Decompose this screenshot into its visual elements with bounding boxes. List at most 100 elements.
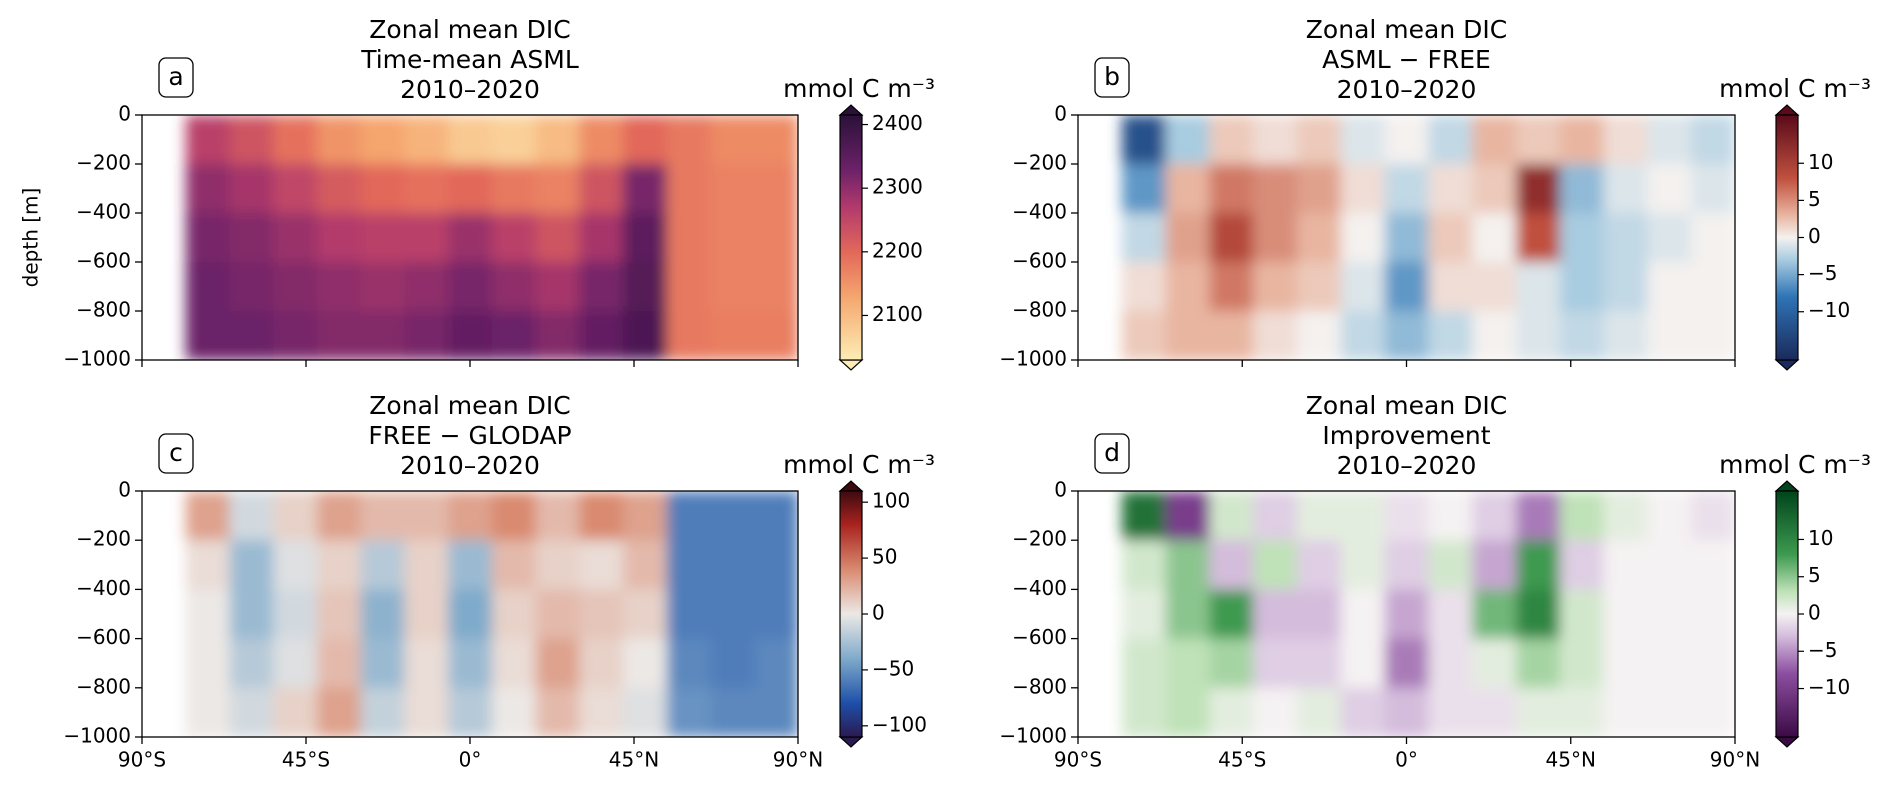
cell xyxy=(1428,262,1473,312)
x-tick-label: 90°N xyxy=(1710,748,1760,772)
cell xyxy=(1559,491,1605,541)
cell xyxy=(1472,311,1517,360)
y-tick-label: −800 xyxy=(76,674,131,698)
cell xyxy=(491,540,537,590)
cell xyxy=(1691,540,1735,590)
cell xyxy=(1297,638,1342,689)
colorbar-tick-label: −10 xyxy=(1808,298,1850,322)
colorbar-tick-label: 0 xyxy=(1808,224,1821,248)
cell xyxy=(1472,687,1517,737)
panel-label-box xyxy=(1094,57,1130,98)
cell xyxy=(1209,262,1254,312)
cell xyxy=(1340,687,1386,737)
cell xyxy=(448,540,493,590)
panel-title: 2010–2020 xyxy=(400,451,540,480)
cell xyxy=(535,262,580,312)
cell xyxy=(273,589,318,640)
cell xyxy=(579,589,624,640)
cell xyxy=(1384,213,1429,263)
cell xyxy=(1253,262,1298,312)
y-tick-label: −600 xyxy=(1012,625,1067,649)
cell xyxy=(1253,638,1298,689)
cell xyxy=(1340,262,1386,312)
panel-label-box xyxy=(158,433,194,474)
cell xyxy=(1603,491,1648,541)
cell xyxy=(666,638,712,689)
cell xyxy=(1691,687,1735,737)
y-tick-label: −1000 xyxy=(63,347,131,371)
cell xyxy=(1297,540,1342,590)
heatmap-field xyxy=(1121,491,1735,737)
cell xyxy=(185,638,230,689)
cell xyxy=(1647,491,1692,541)
cell xyxy=(1253,311,1298,360)
cell xyxy=(1559,262,1605,312)
cell xyxy=(1559,164,1605,214)
cell xyxy=(1691,491,1735,541)
cell xyxy=(1209,311,1254,360)
cell xyxy=(404,589,449,640)
cell xyxy=(1647,213,1692,263)
y-tick-label: 0 xyxy=(118,102,131,126)
cell xyxy=(448,589,493,640)
cell xyxy=(185,262,230,312)
colorbar-extend xyxy=(1774,104,1800,116)
cell xyxy=(1253,589,1298,640)
cell xyxy=(404,213,449,263)
cell xyxy=(1691,311,1735,360)
y-tick-label: −600 xyxy=(76,249,131,273)
cell xyxy=(535,164,580,214)
colorbar-tick-label: 2300 xyxy=(872,175,923,199)
cell xyxy=(666,687,712,737)
colorbar xyxy=(1775,490,1799,738)
cell xyxy=(710,540,755,590)
heatmap-cells xyxy=(185,115,798,360)
cell xyxy=(710,164,755,214)
cell xyxy=(666,540,712,590)
cell xyxy=(1516,213,1561,263)
cell xyxy=(666,262,712,312)
cell xyxy=(1165,638,1210,689)
cell xyxy=(1472,213,1517,263)
cell xyxy=(404,164,449,214)
heatmap-field xyxy=(185,491,798,737)
cell xyxy=(1516,540,1561,590)
cell xyxy=(710,311,755,360)
cell xyxy=(1121,311,1167,360)
cell xyxy=(1559,311,1605,360)
cell xyxy=(1121,164,1167,214)
cell xyxy=(1691,213,1735,263)
cell xyxy=(1297,687,1342,737)
y-tick-label: −400 xyxy=(1012,200,1067,224)
colorbar-label: mmol C m⁻³ xyxy=(783,74,935,103)
y-tick-label: −600 xyxy=(1012,249,1067,273)
cell xyxy=(754,262,798,312)
cell xyxy=(623,540,668,590)
y-tick-label: 0 xyxy=(118,478,131,502)
cell xyxy=(229,115,274,165)
cell xyxy=(623,164,668,214)
cell xyxy=(754,164,798,214)
panel-title: 2010–2020 xyxy=(1337,75,1477,104)
cell xyxy=(579,491,624,541)
cell xyxy=(623,213,668,263)
cell xyxy=(316,311,362,360)
cell xyxy=(1209,638,1254,689)
cell xyxy=(1253,687,1298,737)
cell xyxy=(1165,491,1210,541)
cell xyxy=(1647,262,1692,312)
cell xyxy=(710,687,755,737)
colorbar-tick-label: 10 xyxy=(1808,150,1833,174)
panel-title: 2010–2020 xyxy=(1337,451,1477,480)
cell xyxy=(404,311,449,360)
x-tick-label: 90°N xyxy=(773,748,823,772)
cell xyxy=(229,262,274,312)
cell xyxy=(185,164,230,214)
cell xyxy=(1340,164,1386,214)
cell xyxy=(666,589,712,640)
heatmap-field xyxy=(185,115,798,360)
cell xyxy=(448,491,493,541)
cell xyxy=(1428,164,1473,214)
cell xyxy=(1121,638,1167,689)
